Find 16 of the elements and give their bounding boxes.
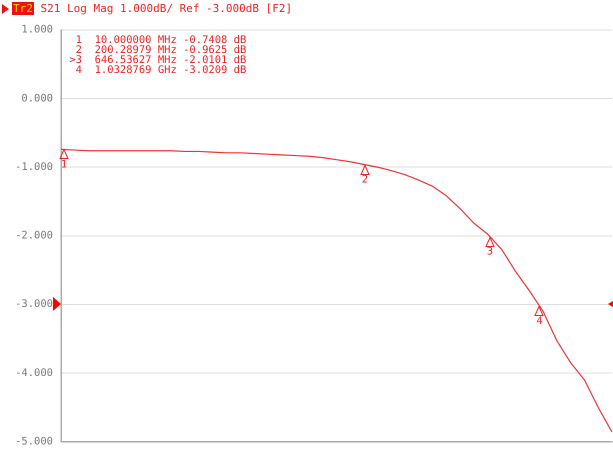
- y-tick-label: -5.000: [15, 435, 53, 448]
- annotation: 3: [486, 246, 494, 258]
- y-tick-label: 1.000: [21, 24, 53, 36]
- y-tick-label: -1.000: [15, 160, 53, 173]
- y-tick-label: -3.000: [15, 298, 53, 310]
- chart-title: Tr2 S21 Log Mag 1.000dB/ Ref -3.000dB [F2]: [12, 2, 292, 15]
- annotation: 2: [362, 174, 368, 186]
- y-tick-label: -4.000: [15, 366, 53, 379]
- annotation: 4: [536, 314, 543, 327]
- annotation: 4 1.0328769 GHz -3.0209 dB: [63, 64, 246, 76]
- y-tick-label: 0.000: [21, 92, 53, 104]
- annotation: 2 200.28979 MHz -0.9625 dB: [63, 44, 246, 56]
- y-tick-label: -2.000: [15, 230, 53, 242]
- annotation: 1 10.000000 MHz -0.7408 dB: [63, 34, 246, 46]
- annotation: >3 646.53627 MHz -2.0101 dB: [63, 54, 246, 66]
- annotation: 1: [60, 158, 68, 170]
